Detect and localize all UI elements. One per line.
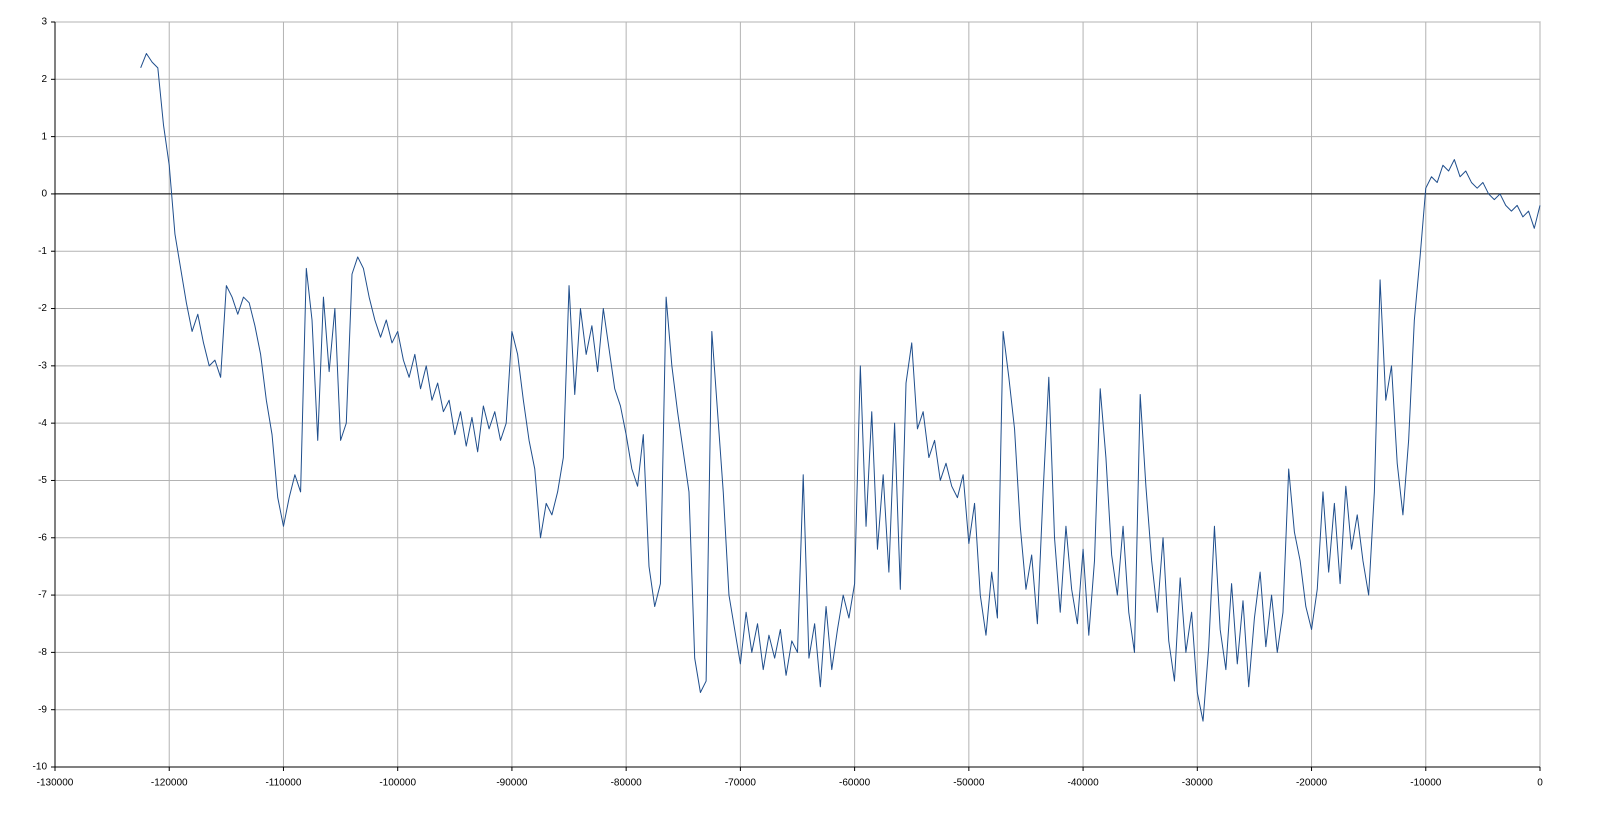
y-tick-label: -1 — [38, 246, 47, 257]
data-line — [140, 53, 1541, 722]
y-tick-label: -5 — [38, 475, 47, 486]
x-tick-label: -130000 — [37, 778, 74, 789]
x-tick-label: -60000 — [839, 778, 871, 789]
y-tick-label: 3 — [41, 17, 47, 28]
x-tick-label: -30000 — [1182, 778, 1214, 789]
y-tick-label: -7 — [38, 590, 47, 601]
y-tick-label: -2 — [38, 303, 47, 314]
x-tick-label: -20000 — [1296, 778, 1328, 789]
y-tick-label: 1 — [41, 131, 47, 142]
y-tick-label: -8 — [38, 647, 47, 658]
x-tick-label: -110000 — [265, 778, 301, 789]
y-tick-label: -6 — [38, 532, 47, 543]
y-tick-label: -4 — [38, 418, 47, 429]
x-tick-label: -90000 — [496, 778, 528, 789]
x-tick-label: -40000 — [1068, 778, 1100, 789]
y-tick-label: 2 — [41, 74, 47, 85]
y-tick-label: -10 — [33, 762, 48, 773]
y-tick-label: -9 — [38, 704, 47, 715]
x-tick-label: -100000 — [379, 778, 416, 789]
x-tick-label: -80000 — [611, 778, 643, 789]
y-tick-label: 0 — [41, 189, 47, 200]
x-tick-label: -70000 — [725, 778, 757, 789]
x-tick-label: -50000 — [953, 778, 985, 789]
x-tick-label: -10000 — [1410, 778, 1442, 789]
x-tick-label: -120000 — [151, 778, 188, 789]
x-tick-label: 0 — [1537, 778, 1543, 789]
y-tick-label: -3 — [38, 360, 47, 371]
plot-area — [54, 21, 1541, 768]
